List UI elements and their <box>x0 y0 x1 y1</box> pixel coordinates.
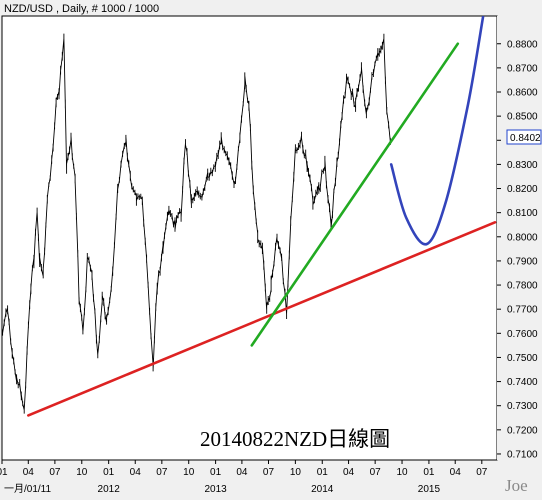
y-axis: 0.88000.87000.86000.85000.84000.83000.82… <box>497 39 538 460</box>
y-tick-label: 0.7400 <box>507 377 538 388</box>
watermark: Joe <box>505 476 528 495</box>
y-tick-label: 0.7600 <box>507 329 538 340</box>
x-tick-label: 10 <box>183 467 195 478</box>
x-tick-label: 01 <box>103 467 115 478</box>
x-axis: 01 04 07 10 01 04 07 10 01 04 07 10 01 04 07 10 01 04 07 一月… <box>0 460 488 495</box>
x-tick-label: 07 <box>263 467 275 478</box>
y-tick-label: 0.8100 <box>507 208 538 219</box>
x-tick-label: 07 <box>476 467 488 478</box>
projection-curve <box>389 15 485 246</box>
chart-title: NZD/USD , Daily, # 1000 / 1000 <box>4 3 159 15</box>
y-tick-label: 0.8200 <box>507 184 538 195</box>
y-tick-label: 0.8600 <box>507 88 538 99</box>
x-year-label: 2015 <box>418 484 441 495</box>
current-price-box <box>506 129 542 145</box>
x-tick-label: 10 <box>290 467 302 478</box>
x-tick-label: 10 <box>76 467 88 478</box>
x-tick-label: 01 <box>317 467 329 478</box>
y-tick-label: 0.7100 <box>507 449 538 460</box>
trendline-0 <box>26 221 497 417</box>
x-year-label: 一月/01/11 <box>4 483 51 495</box>
x-year-label: 2013 <box>204 484 227 495</box>
trendline-1 <box>250 42 460 347</box>
x-tick-label: 04 <box>343 467 355 478</box>
x-tick-label: 04 <box>450 467 462 478</box>
chart-annotation: 20140822NZD日線圖 <box>200 427 390 451</box>
x-tick-label: 01 <box>423 467 435 478</box>
y-tick-label: 0.7300 <box>507 401 538 412</box>
x-tick-label: 07 <box>49 467 61 478</box>
y-tick-label: 0.8300 <box>507 160 538 171</box>
x-tick-label: 01 <box>0 467 8 478</box>
y-tick-label: 0.8800 <box>507 39 538 50</box>
current-price-label: 0.8402 <box>510 133 541 144</box>
y-tick-label: 0.7900 <box>507 256 538 267</box>
x-tick-label: 01 <box>210 467 222 478</box>
y-tick-label: 0.7200 <box>507 425 538 436</box>
x-tick-label: 04 <box>130 467 142 478</box>
y-tick-label: 0.7500 <box>507 353 538 364</box>
x-tick-label: 07 <box>156 467 168 478</box>
y-tick-label: 0.8000 <box>507 232 538 243</box>
x-tick-label: 04 <box>236 467 248 478</box>
x-year-label: 2014 <box>311 484 334 495</box>
plot-area <box>1 15 498 461</box>
x-tick-label: 07 <box>370 467 382 478</box>
x-tick-label: 04 <box>23 467 35 478</box>
y-tick-label: 0.7700 <box>507 305 538 316</box>
y-tick-label: 0.7800 <box>507 281 538 292</box>
chart-marks <box>2 15 497 417</box>
y-tick-label: 0.8500 <box>507 112 538 123</box>
price-series-0 <box>2 33 391 414</box>
x-tick-label: 10 <box>396 467 408 478</box>
y-tick-label: 0.8700 <box>507 63 538 74</box>
x-year-label: 2012 <box>98 484 121 495</box>
axis-panel <box>497 16 542 460</box>
